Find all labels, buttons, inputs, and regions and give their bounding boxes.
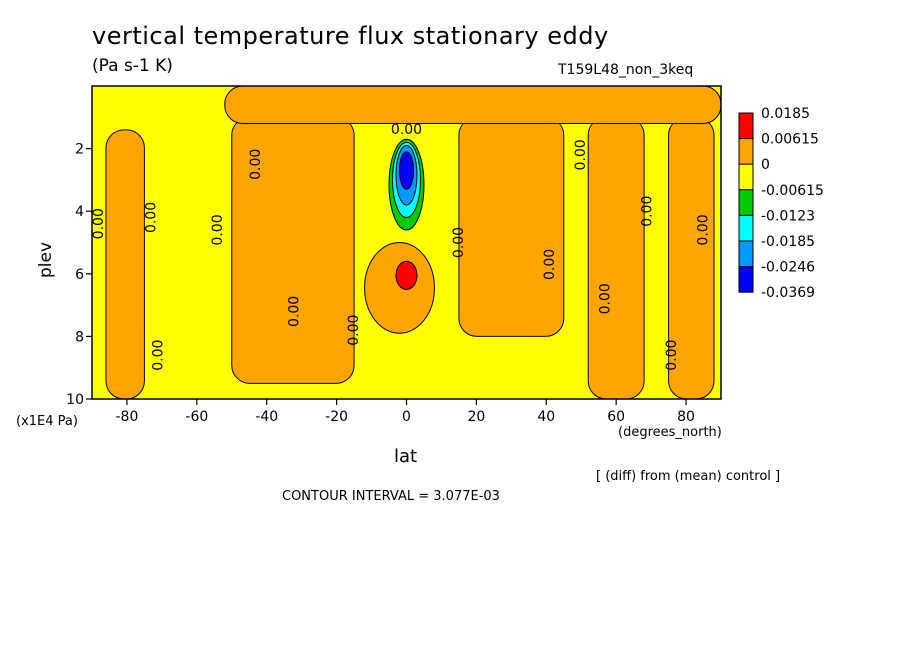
contour-label: 0.00 [664,340,680,371]
contour-label-layer: 0.00 0.00 0.00 0.00 0.00 0.00 0.00 0.00 0.00 0.00… [91,122,712,371]
y-tick-label: 10 [66,392,84,408]
legend-swatch [738,189,754,216]
legend-level-label: 0.00615 [761,132,819,148]
contour-label: 0.00 [248,149,264,180]
contour-label: 0.00 [391,122,422,138]
contour-label: 0.00 [696,214,712,245]
contour-label: 0.00 [287,296,303,327]
contour-label: 0.00 [573,139,589,170]
legend-level-label: -0.0123 [761,208,815,224]
x-tick-label: -20 [325,409,348,425]
contour-region [364,242,435,334]
contour-label: 0.00 [598,283,614,314]
legend-swatch [738,266,754,293]
contour-fill-layer [105,86,721,399]
contour-label: 0.00 [542,249,558,280]
legend-swatch [738,214,754,242]
contour-region [399,151,414,190]
diff-note: [ (diff) from (mean) control ] [596,469,781,484]
y-tick-label: 2 [75,142,84,158]
legend-level-label: -0.0246 [761,260,815,276]
contour-region [224,86,721,125]
chart-title: vertical temperature flux stationary edd… [92,22,609,50]
y-axis: 2 4 6 8 10 [66,142,92,408]
y-tick-label: 6 [75,267,84,283]
contour-label: 0.00 [346,315,362,346]
y-tick-label: 4 [75,204,84,220]
x-axis-unit: (degrees_north) [618,425,722,440]
x-tick-label: 60 [607,409,625,425]
contour-label: 0.00 [91,208,107,239]
y-tick-label: 8 [75,329,84,345]
contour-label: 0.00 [210,214,226,245]
contour-region [458,116,565,337]
x-tick-label: -80 [116,409,139,425]
y-axis-unit: (x1E4 Pa) [16,414,78,429]
contour-region [105,129,145,399]
legend-swatch [738,138,754,165]
color-legend: 0.0185 0.00615 0 -0.00615 -0.0123 -0.0185 -0.0… [738,106,824,301]
legend-level-label: -0.00615 [761,183,824,199]
legend-level-label: 0 [761,157,770,173]
chart-units: (Pa s-1 K) [92,56,173,76]
x-tick-label: 0 [402,409,411,425]
legend-swatch [738,163,754,191]
legend-swatch [738,112,754,140]
contour-region [395,260,418,290]
run-label: T159L48_non_3keq [558,62,694,78]
contour-region [587,116,645,399]
x-tick-label: -60 [185,409,208,425]
x-axis: -80 -60 -40 -20 0 20 40 60 80 [116,399,695,425]
x-tick-label: -40 [255,409,278,425]
x-axis-label: lat [394,446,418,467]
contour-label: 0.00 [143,202,159,233]
x-tick-label: 40 [537,409,555,425]
contour-label: 0.00 [451,227,467,258]
legend-swatch [738,240,754,268]
legend-level-label: -0.0369 [761,285,815,301]
legend-level-label: -0.0185 [761,234,815,250]
x-tick-label: 80 [677,409,695,425]
x-tick-label: 20 [467,409,485,425]
legend-level-label: 0.0185 [761,106,810,122]
contour-label: 0.00 [150,340,166,371]
contour-label: 0.00 [640,196,656,227]
contour-interval: CONTOUR INTERVAL = 3.077E-03 [282,489,500,504]
